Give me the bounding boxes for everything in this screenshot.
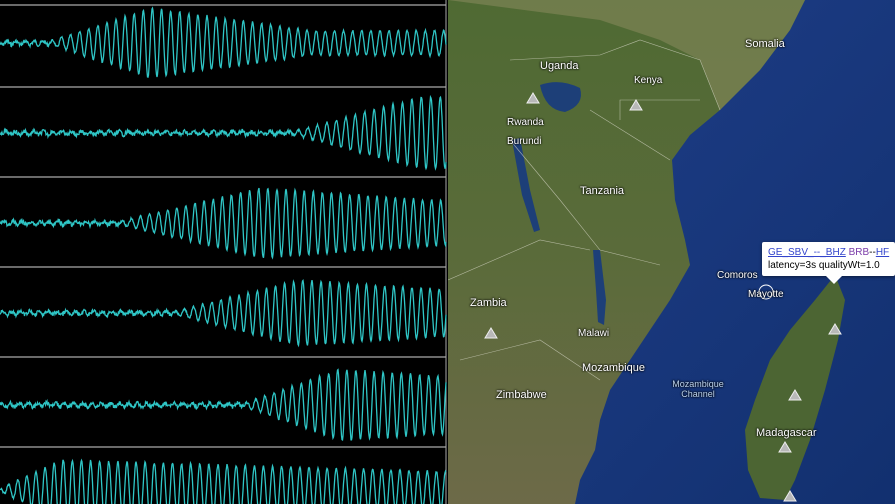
map-label-comoros: Comoros (717, 270, 758, 281)
seismic-trace-2 (0, 94, 447, 171)
map-label-zambia: Zambia (470, 297, 507, 309)
separator: -- (869, 247, 876, 258)
map-background (448, 0, 895, 504)
station-link[interactable]: GE_SBV_--_BHZ (768, 247, 846, 258)
map-label-tanzania: Tanzania (580, 185, 625, 197)
station-info: latency=3s qualityWt=1.0 (768, 260, 880, 271)
map-label-zimbabwe: Zimbabwe (496, 389, 547, 401)
station-popup: GE_SBV_--_BHZ BRB--HF latency=3s quality… (762, 242, 895, 284)
station-triangle-icon[interactable] (783, 490, 797, 502)
type-link[interactable]: HF (875, 247, 890, 258)
station-triangle-icon[interactable] (526, 92, 540, 104)
seismic-trace-4 (0, 278, 447, 348)
map-label-madagascar: Madagascar (756, 427, 817, 439)
map-label-malawi: Malawi (578, 328, 610, 339)
station-triangle-icon[interactable] (788, 389, 802, 401)
map-label-burundi: Burundi (507, 136, 542, 147)
map-panel[interactable]: Somalia Uganda Kenya Rwanda Burundi Tanzania C… (448, 0, 895, 504)
seismic-trace-6 (0, 458, 447, 504)
network-code: BRB (848, 247, 870, 258)
seismic-trace-5 (0, 368, 447, 441)
map-label-kenya: Kenya (634, 75, 663, 86)
map-label-mayotte: Mayotte (748, 289, 784, 300)
map-label-uganda: Uganda (540, 60, 579, 72)
map-label-rwanda: Rwanda (507, 117, 544, 128)
seismic-trace-1 (0, 6, 447, 78)
station-triangle-icon[interactable] (828, 323, 842, 335)
map-label-somalia: Somalia (745, 38, 785, 50)
station-triangle-icon[interactable] (778, 441, 792, 453)
waveform-panel (0, 0, 448, 504)
seismic-trace-3 (0, 187, 447, 260)
station-triangle-icon[interactable] (629, 99, 643, 111)
station-triangle-icon[interactable] (484, 327, 498, 339)
map-label-mozambique: Mozambique (582, 362, 645, 374)
map-label-mozambique-channel: Mozambique Channel (672, 379, 724, 399)
